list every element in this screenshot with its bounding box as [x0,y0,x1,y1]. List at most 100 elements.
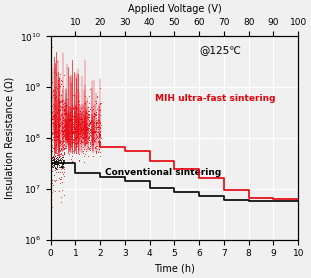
Point [94,106,99,111]
Point [63,143,67,148]
Point [53,170,58,175]
Point [61,158,66,162]
Point [54,178,59,182]
Point [63,111,68,116]
Point [85,115,90,119]
Point [97,147,102,151]
Point [70,135,75,140]
Text: MIH ultra-fast sintering: MIH ultra-fast sintering [155,95,275,103]
Point [74,135,79,139]
Point [55,157,60,162]
Point [53,162,58,167]
Point [56,152,61,157]
Point [48,156,53,161]
Point [54,131,59,136]
Point [93,130,98,134]
Point [91,142,96,147]
Point [79,144,84,148]
Point [57,169,62,174]
Point [59,100,64,104]
Point [78,125,83,130]
Point [98,123,103,127]
Point [52,159,57,163]
Point [95,125,100,129]
Point [61,159,66,163]
Point [50,130,55,135]
Point [55,111,60,115]
Point [71,139,76,144]
Point [77,111,82,115]
Point [64,137,69,141]
Point [96,121,101,125]
Point [57,147,62,152]
Point [59,129,64,134]
Point [60,130,65,135]
Point [51,120,56,125]
Point [84,141,89,146]
Point [60,188,65,192]
Point [62,110,67,114]
Point [79,128,84,133]
Point [53,162,58,166]
Point [58,99,63,103]
Point [55,110,60,114]
Point [53,167,58,171]
Point [58,82,63,86]
Point [52,157,57,162]
Point [79,117,84,121]
Point [77,117,81,121]
Point [64,103,69,107]
Point [94,143,99,148]
Point [59,170,64,175]
Point [72,140,77,145]
Point [49,104,54,108]
Point [86,94,91,99]
Point [82,141,87,145]
Point [60,158,65,162]
Point [56,76,61,80]
Point [59,147,64,152]
Point [87,141,92,145]
Point [62,120,67,125]
Point [85,138,90,143]
Point [55,128,60,132]
Point [49,130,54,135]
Point [54,119,59,124]
Point [79,128,84,133]
Point [58,165,63,170]
Point [72,106,77,110]
Point [53,125,58,130]
Point [84,126,89,130]
Point [87,121,92,126]
Point [53,104,58,108]
Point [53,85,58,90]
Point [49,93,54,97]
Point [49,161,54,165]
Point [54,158,59,163]
Point [96,136,101,141]
Point [85,115,90,120]
Point [49,135,53,140]
Point [59,152,64,157]
Point [53,95,58,100]
Point [61,161,66,166]
Point [55,136,60,141]
Point [82,131,87,136]
Point [94,118,99,123]
Point [60,131,65,135]
Point [62,150,67,154]
Point [97,120,102,125]
Point [91,154,95,158]
Point [69,134,74,139]
Point [50,157,55,161]
Point [51,117,56,121]
Point [65,119,70,123]
Point [81,119,86,123]
Point [61,104,66,108]
Point [86,124,91,128]
Point [87,119,92,123]
Point [83,152,88,156]
Point [52,146,57,151]
Point [51,157,56,162]
Point [96,123,101,128]
